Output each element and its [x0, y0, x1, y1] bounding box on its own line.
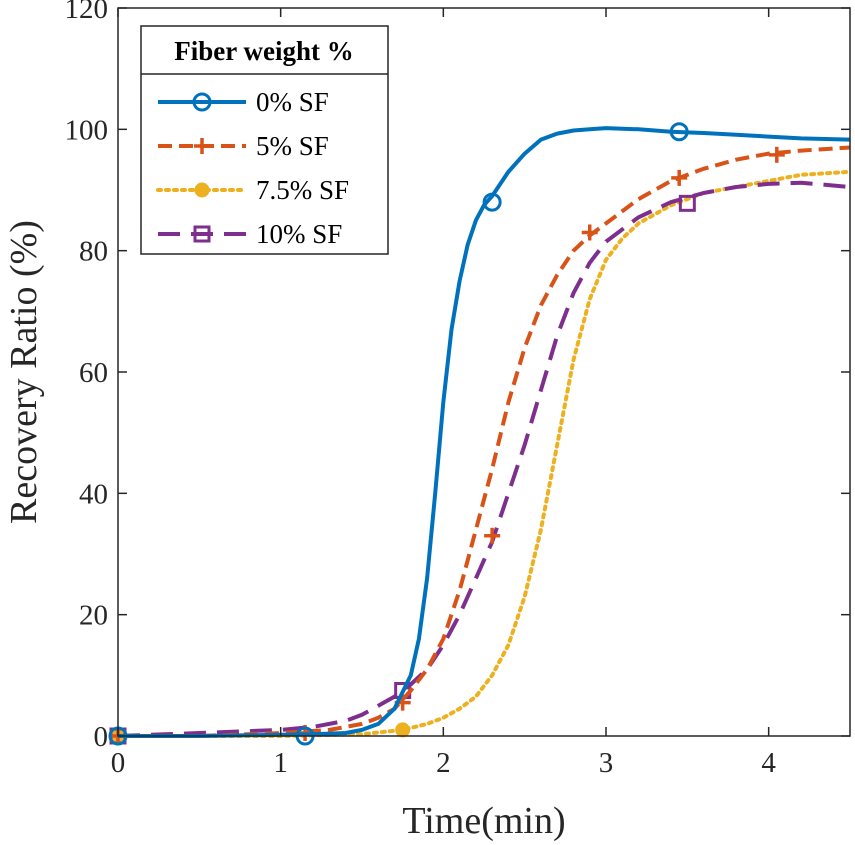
legend-entry: 5% SF [158, 131, 329, 161]
legend-marker [192, 92, 212, 112]
data-point [581, 224, 598, 241]
x-tick-label: 0 [111, 747, 126, 779]
data-point [678, 194, 696, 212]
y-axis-ticks: 0 20 40 60 80 100 120 [65, 0, 850, 753]
x-tick-label: 4 [761, 747, 776, 779]
legend-title: Fiber weight % [174, 36, 353, 66]
legend-label: 7.5% SF [256, 175, 349, 205]
legend-marker [194, 138, 210, 154]
data-point [768, 146, 785, 163]
legend-entry: 10% SF [158, 219, 342, 249]
x-tick-label: 3 [599, 747, 614, 779]
data-point [671, 169, 688, 186]
x-tick-label: 1 [273, 747, 288, 779]
x-axis-label: Time(min) [402, 800, 565, 842]
y-tick-label: 80 [79, 236, 108, 268]
y-tick-label: 20 [79, 600, 108, 632]
data-point [669, 122, 689, 142]
legend-marker [193, 225, 211, 243]
y-tick-label: 60 [79, 357, 108, 389]
y-tick-label: 100 [65, 114, 109, 146]
data-point [482, 192, 502, 212]
legend: Fiber weight % 0% SF 5% SF 7.5% SF 10% SF [140, 25, 389, 255]
series-line [118, 126, 851, 738]
x-tick-label: 2 [436, 747, 451, 779]
legend-entry: 7.5% SF [156, 175, 349, 205]
legend-entry: 0% SF [158, 87, 329, 117]
y-axis-label: Recovery Ratio (%) [3, 220, 45, 524]
legend-label: 5% SF [256, 131, 329, 161]
legend-marker [194, 182, 210, 198]
legend-label: 10% SF [256, 219, 342, 249]
legend-label: 0% SF [256, 87, 329, 117]
legend-box [140, 25, 389, 255]
series-layer [108, 122, 852, 746]
series-line [118, 145, 851, 738]
y-tick-label: 40 [79, 478, 108, 510]
y-tick-label: 0 [94, 721, 109, 753]
y-tick-label: 120 [65, 0, 109, 25]
data-point [484, 527, 501, 544]
legend-entries: 0% SF 5% SF 7.5% SF 10% SF [156, 87, 349, 249]
x-axis-ticks: 0 1 2 3 4 [111, 8, 776, 779]
data-point [395, 722, 411, 738]
